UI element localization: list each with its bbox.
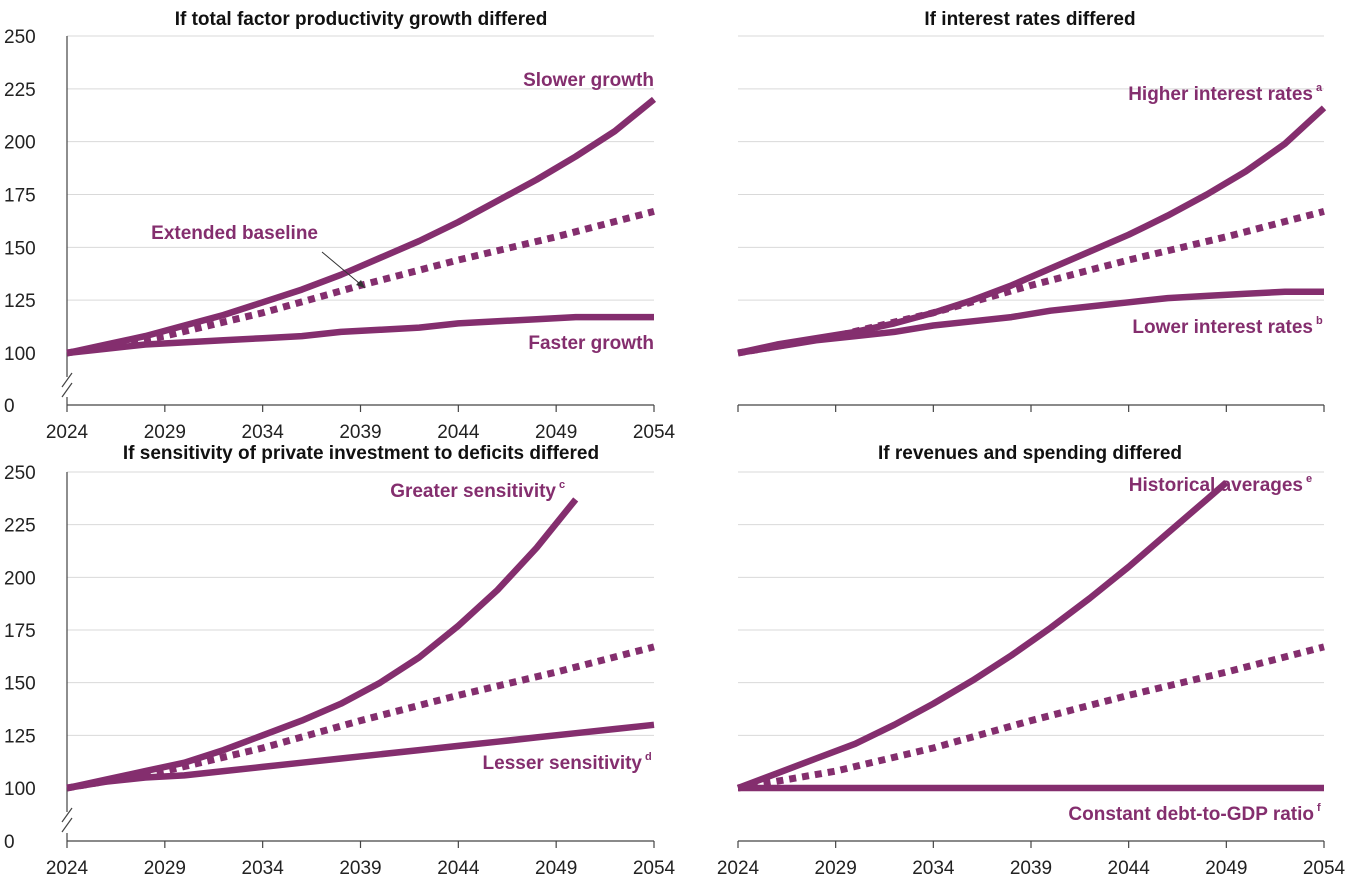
label-leader-line [321,251,366,289]
y-tick-label: 250 [4,27,36,48]
footnote-marker: b [1316,315,1323,327]
footnote-marker: e [1306,473,1312,485]
series-line-extended-baseline [737,643,1325,792]
x-tick-label: 2029 [815,858,857,879]
y-tick-label: 100 [4,344,36,365]
axis-break-mark [61,807,73,823]
series-line-lower-interest-rates [737,288,1324,357]
y-tick-label: 0 [4,832,15,853]
y-tick-label: 225 [4,516,36,537]
x-tick-label: 2049 [1205,858,1247,879]
x-tick-label: 2034 [242,858,285,879]
axis-break-mark [61,382,73,398]
chart-panel-4: If revenues and spending differed 2024 202… [717,443,1346,879]
series-label: Extended baseline [151,223,318,244]
x-tick-label: 2024 [717,858,760,879]
chart-panel-2: If interest rates differed Higher interes… [737,9,1327,412]
axis-break-mark [61,372,73,388]
series-label: Constant debt-to-GDP ratio [1068,804,1314,825]
x-tick-label: 2044 [437,422,480,443]
axis-break-mark [61,817,73,833]
panel-title: If revenues and spending differed [878,443,1182,464]
series-line-greater-sensitivity [66,497,579,792]
y-tick-label: 175 [4,186,36,207]
series-line-extended-baseline [66,643,655,792]
y-tick-label: 175 [4,621,36,642]
y-tick-label: 225 [4,80,36,101]
footnote-marker: c [559,479,565,491]
series-label: Slower growth [523,70,654,91]
y-tick-label: 250 [4,463,36,484]
y-tick-label: 200 [4,133,36,154]
series-label: Higher interest rates [1128,84,1313,105]
x-tick-label: 2044 [1108,858,1151,879]
y-tick-label: 0 [4,396,15,417]
footnote-marker: d [645,751,652,763]
series-label: Lesser sensitivity [483,753,643,774]
x-tick-label: 2034 [242,422,285,443]
y-tick-label: 100 [4,779,36,800]
x-tick-label: 2024 [46,422,89,443]
series-line-lesser-sensitivity [66,721,655,792]
chart-panel-1: If total factor productivity growth diff… [4,9,676,443]
x-tick-label: 2054 [633,422,676,443]
series-label: Greater sensitivity [390,481,556,502]
x-tick-label: 2039 [339,422,381,443]
panel-title: If interest rates differed [924,9,1135,30]
x-tick-label: 2034 [912,858,955,879]
footnote-marker: f [1317,802,1321,814]
x-tick-label: 2054 [633,858,676,879]
panel-title: If total factor productivity growth diff… [175,9,548,30]
x-tick-label: 2024 [46,858,89,879]
x-tick-label: 2029 [144,422,186,443]
x-tick-label: 2044 [437,858,480,879]
footnote-marker: a [1316,82,1323,94]
series-line-slower-growth [66,96,657,357]
x-tick-label: 2029 [144,858,186,879]
x-tick-label: 2054 [1303,858,1346,879]
y-tick-label: 125 [4,726,36,747]
series-label: Lower interest rates [1132,317,1313,338]
y-tick-label: 150 [4,238,36,259]
series-label: Historical averages [1129,475,1303,496]
series-line-faster-growth [66,313,654,357]
label-arrowhead [356,280,365,288]
x-tick-label: 2039 [339,858,381,879]
x-tick-label: 2039 [1010,858,1052,879]
series-label: Faster growth [528,333,654,354]
y-tick-label: 150 [4,674,36,695]
x-tick-label: 2049 [535,422,577,443]
y-tick-label: 200 [4,568,36,589]
chart-panel-3: If sensitivity of private investment to … [4,443,676,879]
x-tick-label: 2049 [535,858,577,879]
y-tick-label: 125 [4,291,36,312]
series-line-extended-baseline [737,208,1325,357]
panel-title: If sensitivity of private investment to … [123,443,599,464]
series-line-historical-averages [736,480,1229,792]
